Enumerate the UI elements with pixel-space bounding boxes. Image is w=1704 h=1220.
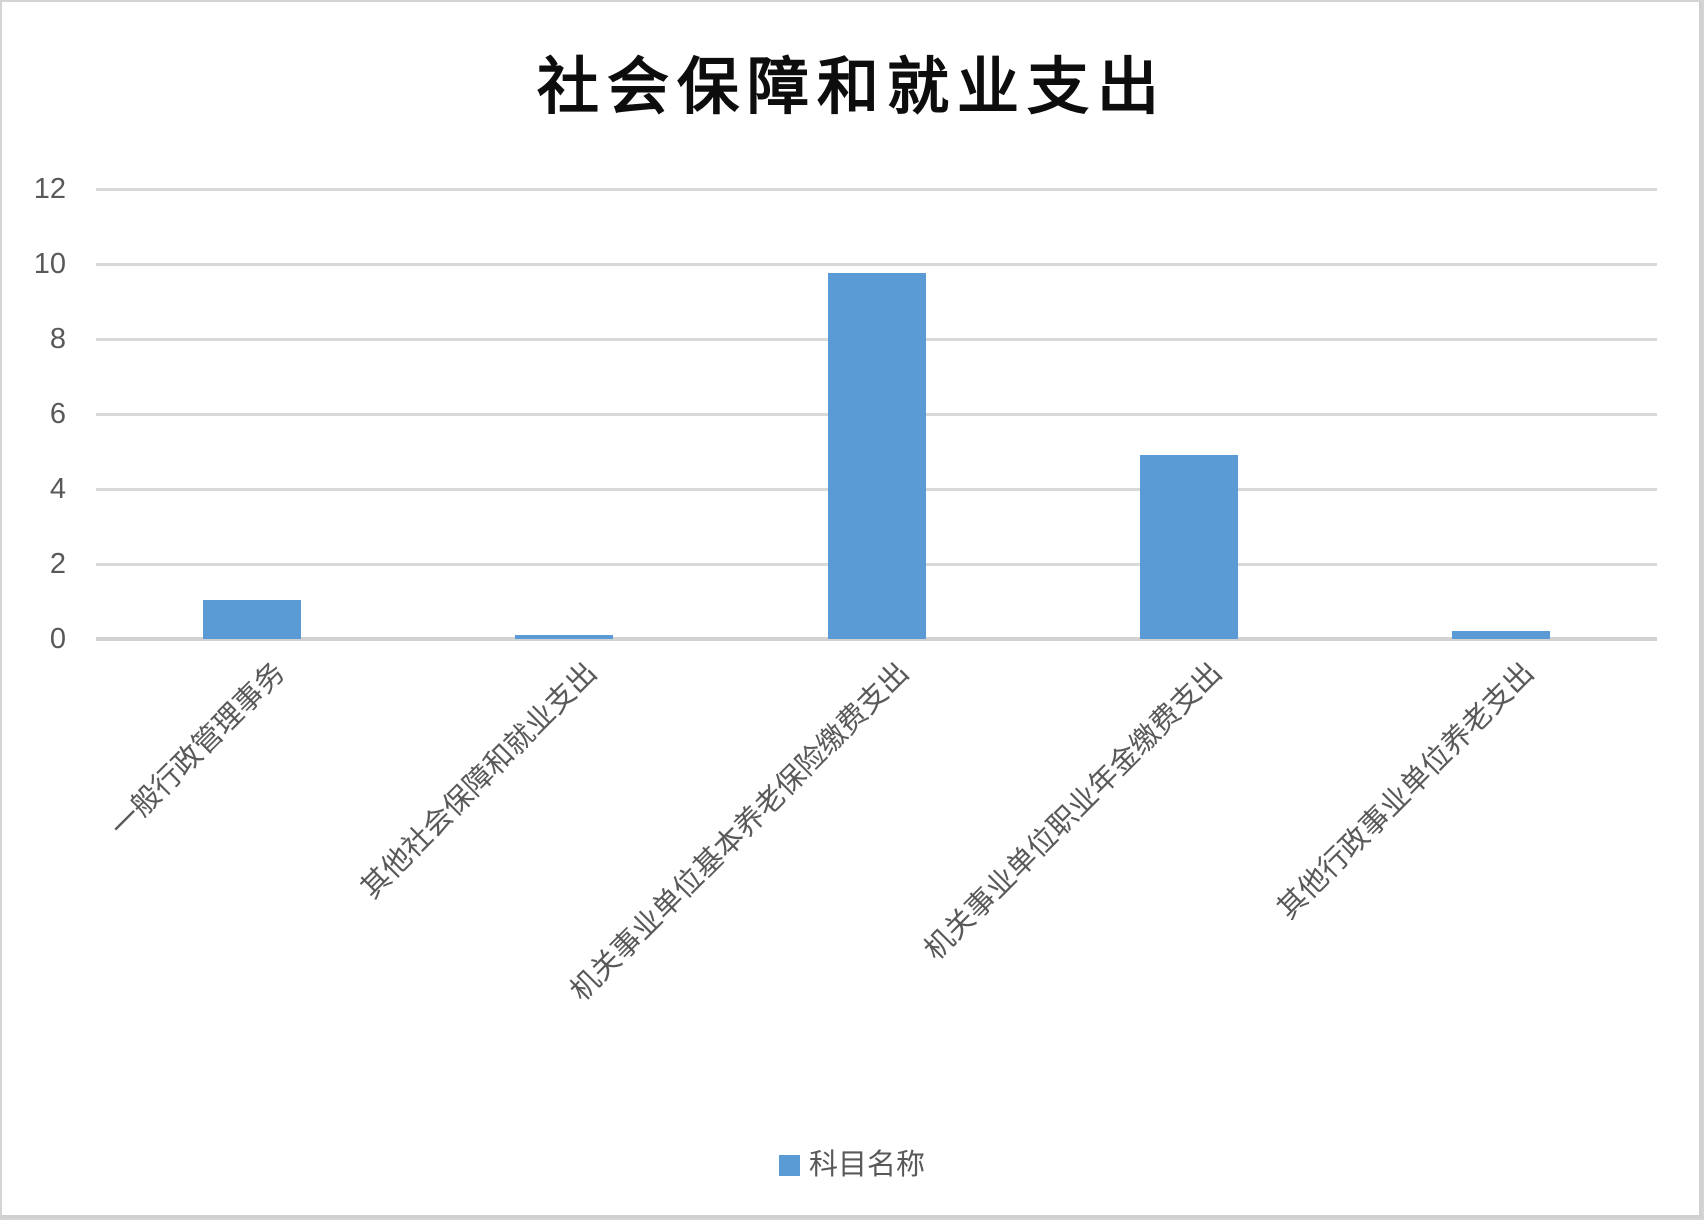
x-axis-line — [96, 637, 1657, 641]
legend-marker — [778, 1154, 800, 1176]
bar — [203, 600, 301, 639]
x-axis-category-label: 机关事业单位基本养老保险缴费支出 — [565, 656, 916, 1008]
gridline — [96, 263, 1657, 266]
y-axis-tick-label: 2 — [49, 548, 66, 580]
x-axis-category-label: 其他行政事业单位养老支出 — [1271, 656, 1541, 926]
x-axis-category-label: 其他社会保障和就业支出 — [355, 656, 604, 905]
bar — [1140, 455, 1238, 639]
bar — [1452, 631, 1550, 639]
y-axis-tick-label: 8 — [49, 323, 66, 355]
y-axis-tick-label: 4 — [49, 473, 66, 505]
y-axis-tick-label: 10 — [33, 248, 66, 280]
x-axis-category-label: 一般行政管理事务 — [104, 656, 292, 844]
y-axis-tick-label: 0 — [49, 623, 66, 655]
y-axis-tick-label: 6 — [49, 398, 66, 430]
x-axis-category-label: 机关事业单位职业年金缴费支出 — [918, 656, 1229, 967]
gridline — [96, 188, 1657, 191]
bar — [515, 635, 613, 639]
legend: 科目名称 — [2, 1148, 1702, 1182]
legend-label: 科目名称 — [808, 1149, 925, 1181]
y-axis-tick-label: 12 — [33, 173, 66, 205]
chart-title: 社会保障和就业支出 — [536, 53, 1167, 122]
bar — [828, 273, 926, 639]
